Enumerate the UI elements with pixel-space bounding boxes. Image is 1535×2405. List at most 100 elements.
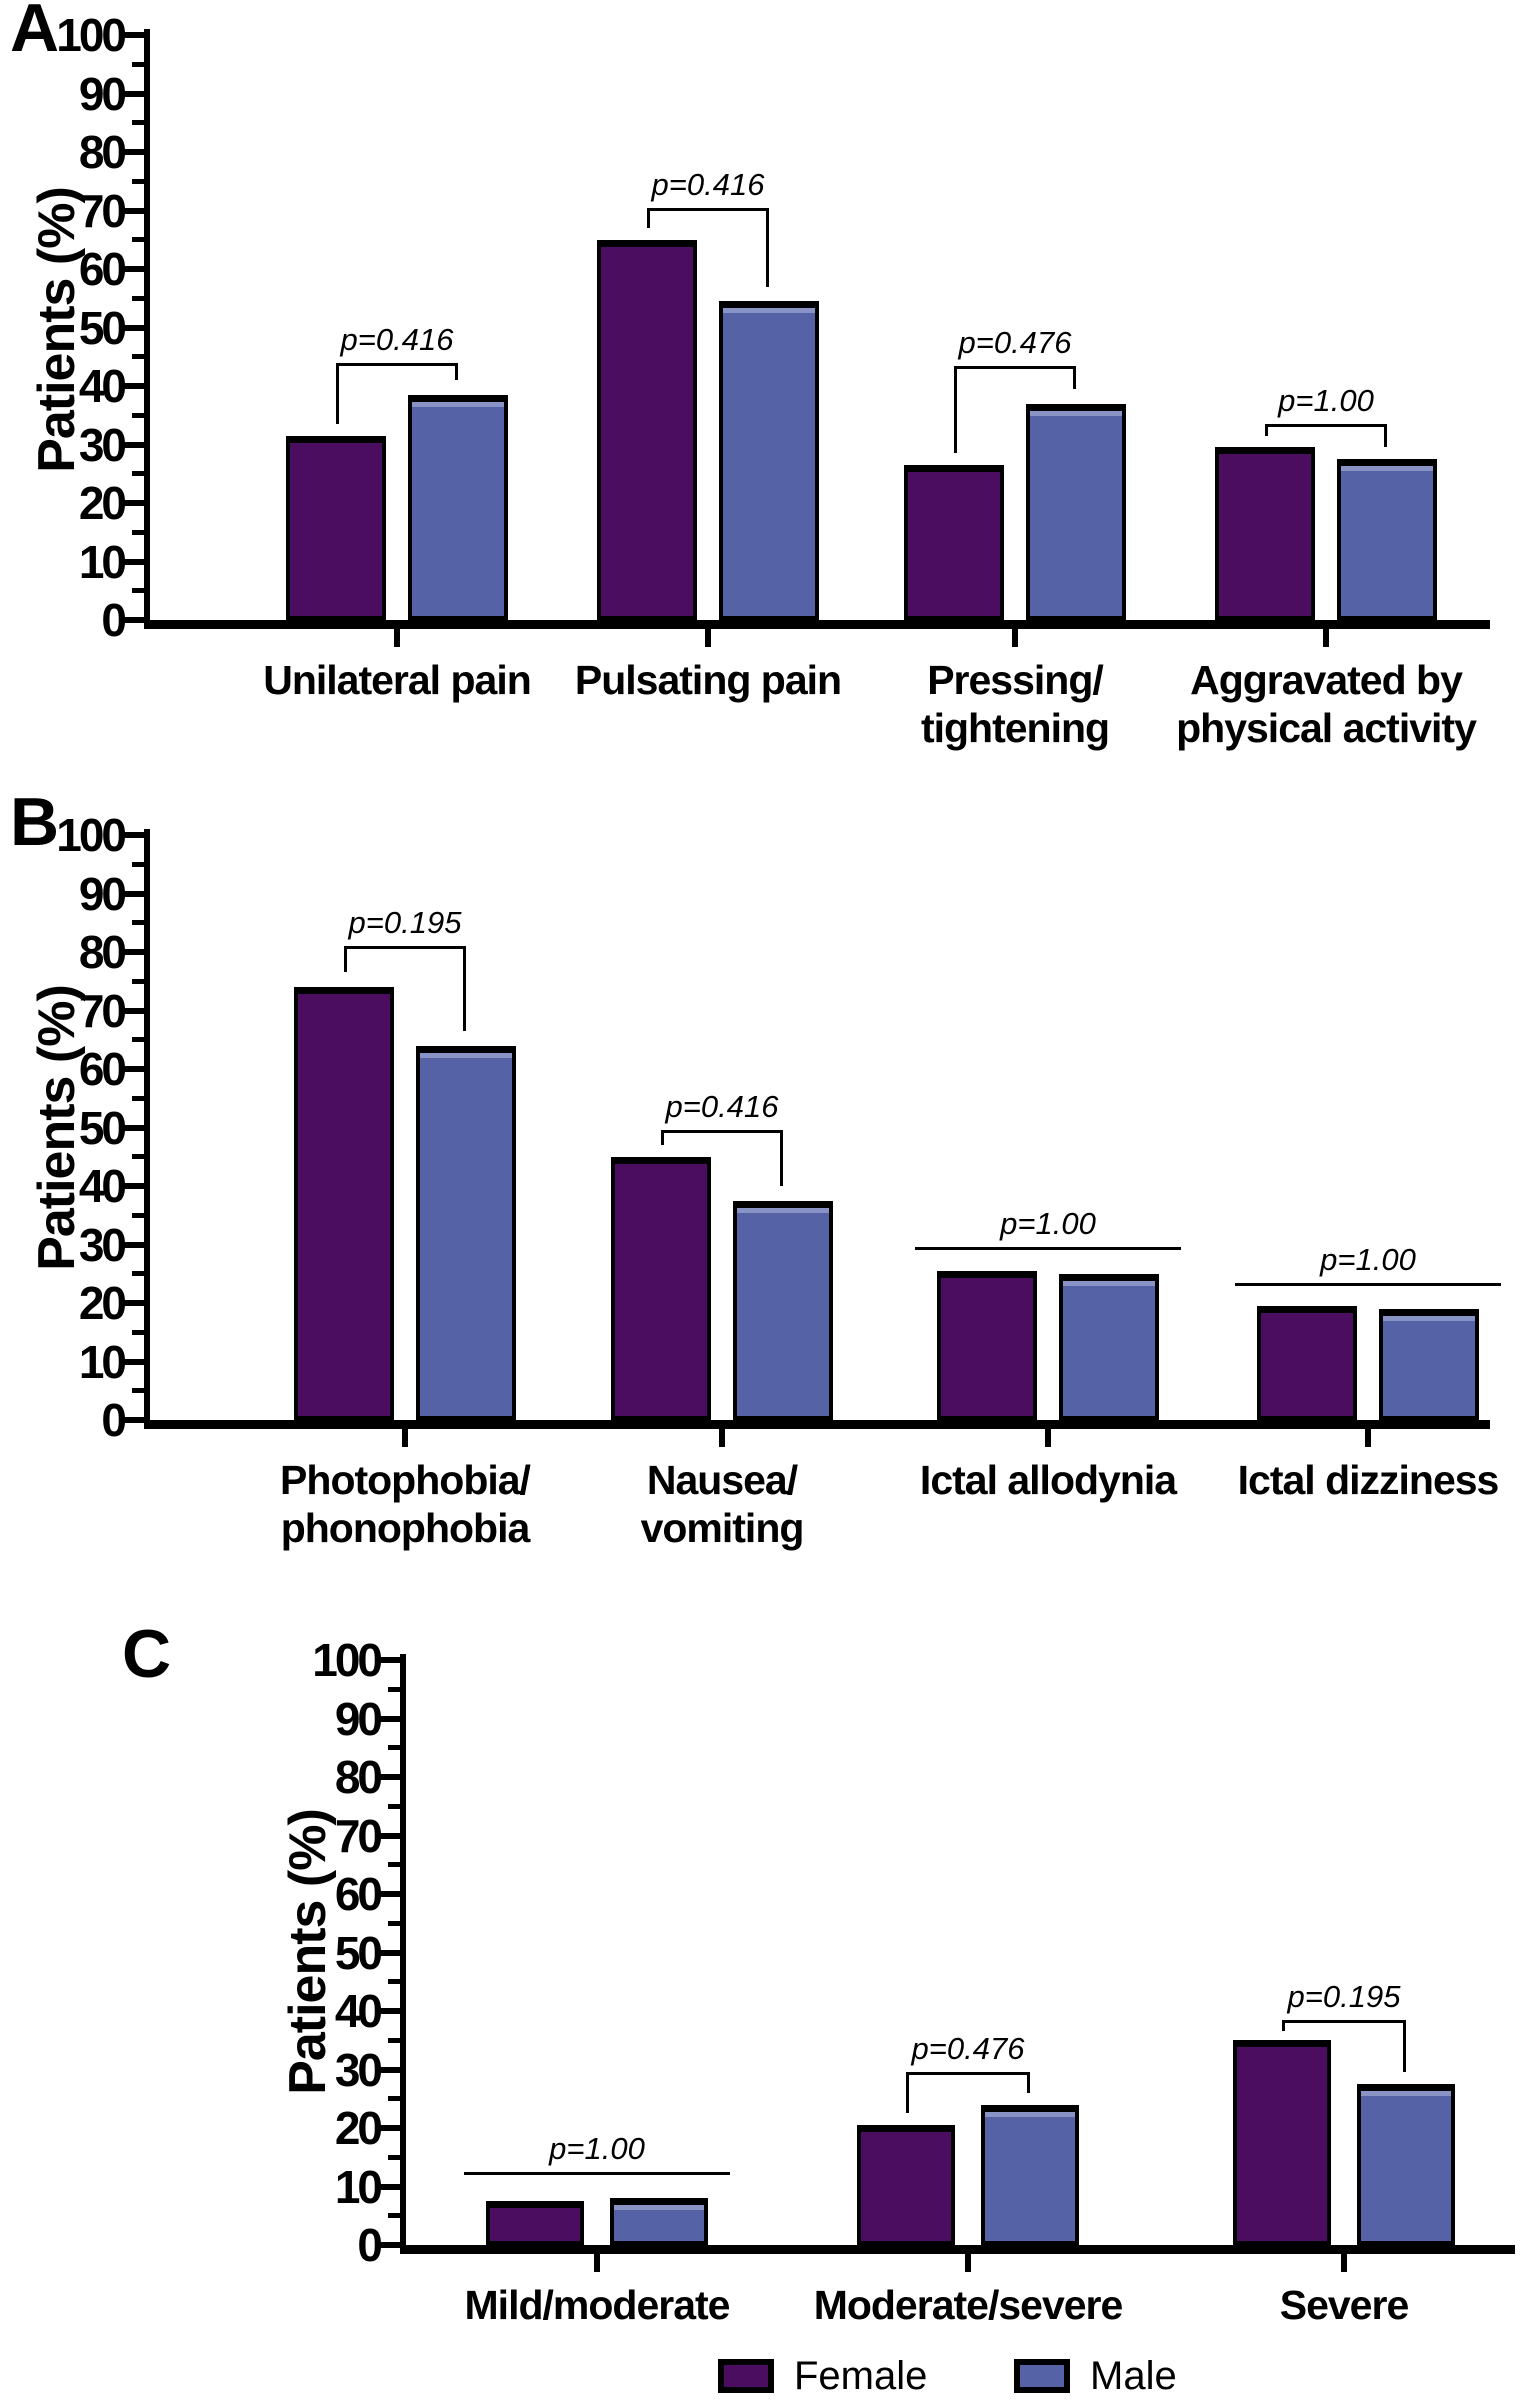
pvalue-text-b-3: p=1.00 — [1320, 1241, 1416, 1277]
panel-a-y-tick — [132, 120, 144, 126]
pvalue-bracket-arm — [647, 207, 650, 229]
panel-a-y-tick — [132, 61, 144, 67]
panel-b-category-label: Nausea/ — [646, 1457, 798, 1503]
panel-b-y-tick — [124, 1358, 144, 1365]
bar-female-b-0 — [294, 987, 394, 1420]
pvalue-bracket-arm — [1403, 2019, 1406, 2073]
panel-a-y-tick — [132, 588, 144, 594]
bar-male-c-1 — [981, 2104, 1079, 2245]
bar-male-a-2 — [1026, 403, 1126, 620]
pvalue-bracket-arm — [1073, 365, 1076, 389]
panel-b-y-tick-label: 90 — [78, 867, 127, 920]
panel-b-y-tick — [124, 1241, 144, 1248]
panel-c-y-axis — [400, 1654, 406, 2254]
panel-a-y-tick — [132, 529, 144, 535]
panel-a-y-tick — [124, 324, 144, 331]
panel-a-x-tick — [1012, 629, 1018, 647]
pvalue-text-c-0: p=1.00 — [549, 2130, 645, 2166]
panel-a-category-label: Pressing/ — [927, 657, 1104, 703]
pvalue-bracket-arm — [1384, 424, 1387, 448]
pvalue-text-a-3: p=1.00 — [1278, 383, 1374, 419]
panel-a-y-tick-label: 80 — [78, 126, 127, 178]
pvalue-bracket-arm — [780, 1130, 783, 1186]
pvalue-bracket-a-0 — [336, 362, 458, 366]
panel-a-y-tick-label: 100 — [56, 9, 127, 61]
panel-c-y-tick — [388, 1686, 400, 1692]
legend-item-female: Female — [718, 2356, 927, 2396]
pvalue-line-b-2 — [915, 1247, 1181, 1251]
panel-a-y-tick — [124, 32, 144, 38]
panel-c-y-tick — [380, 2183, 400, 2190]
panel-b-y-tick — [124, 949, 144, 955]
panel-a-y-tick — [124, 383, 144, 389]
panel-c-y-tick-label: 10 — [334, 2160, 383, 2213]
panel-b-y-tick — [132, 978, 144, 984]
bar-male-c-2 — [1357, 2084, 1455, 2245]
panel-a-y-tick — [124, 500, 144, 506]
legend-label-female: Female — [794, 2354, 928, 2398]
panel-c-y-tick — [388, 1745, 400, 1751]
panel-c-category-label: Severe — [1279, 2282, 1410, 2328]
pvalue-bracket-c-2 — [1282, 2019, 1406, 2023]
panel-c-y-tick — [380, 1657, 400, 1663]
pvalue-text-a-2: p=0.476 — [958, 324, 1072, 360]
panel-b-y-tick — [124, 1417, 144, 1423]
panel-b-y-tick — [124, 1300, 144, 1306]
panel-c-y-tick-label: 20 — [334, 2102, 383, 2154]
panel-b-category-label: Ictal allodynia — [919, 1457, 1177, 1503]
panel-b-y-tick — [132, 1212, 144, 1218]
panel-b-y-tick — [124, 1066, 144, 1072]
panel-a-y-tick — [132, 237, 144, 243]
panel-b-y-tick-label: 80 — [78, 926, 127, 978]
pvalue-line-b-3 — [1235, 1282, 1501, 1286]
pvalue-bracket-arm — [1027, 2072, 1030, 2093]
bar-male-a-0 — [408, 394, 508, 620]
panel-b-y-tick — [132, 1095, 144, 1101]
panel-b-y-tick — [132, 1329, 144, 1335]
pvalue-line-c-0 — [464, 2171, 730, 2175]
panel-b-y-tick-label: 30 — [78, 1218, 127, 1271]
panel-b-x-tick — [1045, 1429, 1051, 1447]
pvalue-text-c-2: p=0.195 — [1287, 1978, 1401, 2014]
panel-c-y-tick-label: 70 — [334, 1809, 383, 1862]
pvalue-bracket-a-3 — [1265, 424, 1387, 428]
pvalue-text-a-1: p=0.416 — [651, 166, 765, 202]
pvalue-bracket-arm — [766, 207, 769, 287]
pvalue-bracket-arm — [906, 2072, 909, 2114]
pvalue-text-b-2: p=1.00 — [1000, 1206, 1096, 1242]
panel-c-y-tick — [388, 1920, 400, 1926]
bar-male-a-1 — [719, 301, 819, 620]
panel-a-y-tick — [124, 558, 144, 565]
panel-b-y-tick — [132, 1154, 144, 1160]
panel-b-y-tick — [124, 1183, 144, 1189]
panel-b-category-label: vomiting — [640, 1505, 805, 1551]
bar-male-b-1 — [733, 1200, 833, 1420]
panel-a-y-tick — [124, 90, 144, 97]
pvalue-bracket-arm — [661, 1130, 664, 1146]
panel-c-y-tick-label: 30 — [334, 2043, 383, 2096]
panel-a-y-tick-label: 10 — [78, 535, 127, 588]
panel-b-y-tick — [124, 832, 144, 838]
panel-c-y-tick-label: 60 — [334, 1868, 383, 1920]
panel-b-y-tick — [132, 1388, 144, 1394]
panel-b-y-tick-label: 0 — [101, 1394, 127, 1446]
panel-c-y-tick — [380, 1774, 400, 1780]
panel-a-category-label: physical activity — [1176, 705, 1477, 751]
panel-c-y-tick-label: 40 — [334, 1985, 383, 2037]
panel-b-y-tick — [124, 890, 144, 897]
panel-c-y-tick — [388, 1862, 400, 1868]
panel-a-x-tick — [394, 629, 400, 647]
panel-a-y-tick — [124, 266, 144, 272]
panel-a-category-label: Unilateral pain — [263, 657, 532, 703]
panel-a-y-tick-label: 90 — [78, 67, 127, 120]
panel-b-x-axis — [144, 1420, 1490, 1429]
bar-male-a-3 — [1337, 459, 1437, 620]
bar-female-c-1 — [857, 2125, 955, 2245]
bar-female-b-1 — [611, 1156, 711, 1420]
pvalue-text-b-1: p=0.416 — [665, 1089, 779, 1125]
panel-c-letter: C — [122, 1616, 171, 1692]
pvalue-bracket-arm — [336, 362, 339, 425]
panel-c-y-tick — [388, 2096, 400, 2102]
bar-male-b-2 — [1059, 1273, 1159, 1420]
